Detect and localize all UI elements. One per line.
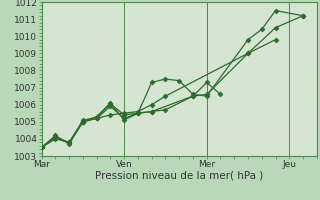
X-axis label: Pression niveau de la mer( hPa ): Pression niveau de la mer( hPa ) xyxy=(95,171,263,181)
